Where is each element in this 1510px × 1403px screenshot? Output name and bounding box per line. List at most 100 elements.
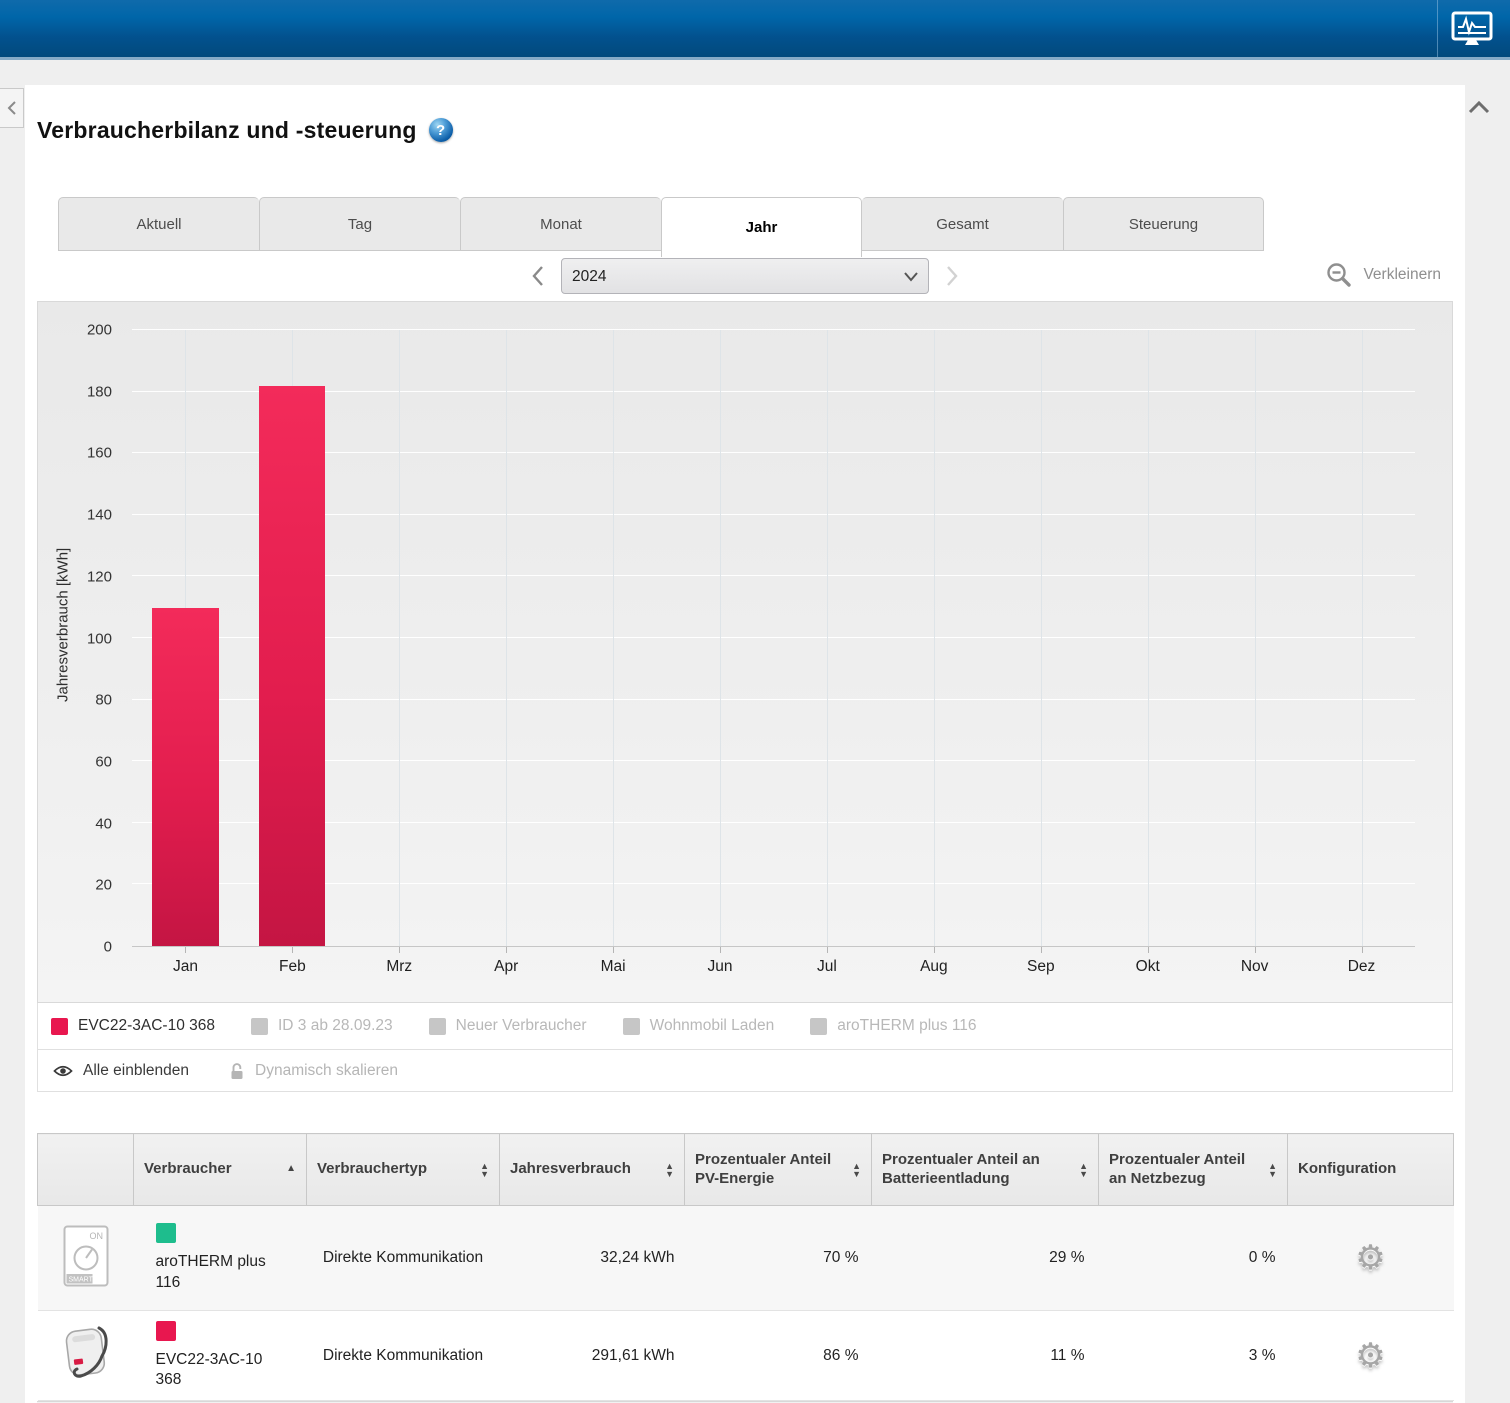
- sort-both-icon: ▲ ▼: [1268, 1160, 1277, 1179]
- x-axis-tick: [1040, 947, 1042, 953]
- x-tick-label: Jun: [707, 958, 733, 975]
- configuration-cell: ⚙: [1287, 1310, 1454, 1402]
- ev-charger-icon: [37, 1310, 134, 1402]
- bar-jan[interactable]: [152, 607, 219, 946]
- legend-swatch-icon: [251, 1017, 268, 1035]
- x-tick-label: Feb: [279, 958, 306, 975]
- tab-jahr[interactable]: Jahr: [661, 197, 862, 257]
- x-axis-tick: [720, 947, 722, 953]
- x-axis-tick: [185, 947, 187, 953]
- horizontal-gridline: [132, 390, 1415, 392]
- yearly-consumption-cell: 32,24 kWh: [499, 1205, 685, 1311]
- y-tick-label: 100: [86, 630, 112, 647]
- column-header-jahresverbrauch[interactable]: Jahresverbrauch ▲ ▼: [499, 1133, 685, 1206]
- legend-swatch-icon: [622, 1017, 640, 1035]
- x-axis-tick: [292, 947, 294, 953]
- monitor-pulse-icon[interactable]: [1444, 6, 1500, 54]
- period-selector-row: 2024 Verkleinern: [37, 253, 1453, 299]
- battery-share-cell: 11 %: [871, 1310, 1099, 1402]
- horizontal-gridline: [132, 760, 1415, 762]
- horizontal-gridline: [132, 698, 1415, 700]
- grid-share-cell: 3 %: [1098, 1310, 1288, 1402]
- column-header-prozentualer-anteil-pv-energie[interactable]: Prozentualer Anteil PV-Energie ▲ ▼: [684, 1133, 872, 1206]
- main-panel: Verbraucherbilanz und -steuerung ? Aktue…: [25, 85, 1465, 1403]
- show-all-button[interactable]: Alle einblenden: [53, 1062, 189, 1080]
- zoom-out-button[interactable]: Verkleinern: [1325, 261, 1441, 289]
- previous-year-chevron-icon[interactable]: [531, 265, 545, 287]
- x-axis-tick: [933, 947, 935, 953]
- tab-strip: Aktuell Tag Monat Jahr Gesamt Steuerung: [58, 197, 1453, 257]
- configuration-cell: ⚙: [1287, 1205, 1454, 1311]
- legend-label: aroTHERM plus 116: [837, 1017, 977, 1034]
- horizontal-gridline: [132, 513, 1415, 515]
- column-label: Verbrauchertyp: [317, 1160, 428, 1178]
- column-header-verbraucher[interactable]: Verbraucher ▲: [133, 1133, 307, 1206]
- x-tick-label: Jul: [817, 958, 837, 975]
- x-tick-label: Apr: [494, 958, 519, 975]
- month-slot-mrz: Mrz: [346, 330, 453, 975]
- consumer-type-cell: Direkte Kommunikation: [306, 1310, 500, 1402]
- legend-item[interactable]: aroTHERM plus 116: [810, 1017, 977, 1035]
- tab-gesamt[interactable]: Gesamt: [862, 197, 1063, 251]
- column-label: Verbraucher: [144, 1160, 232, 1178]
- y-tick-label: 20: [95, 876, 112, 894]
- month-slot-sep: Sep: [987, 330, 1094, 975]
- consumer-color-swatch-icon: [155, 1223, 176, 1244]
- tab-monat[interactable]: Monat: [460, 197, 661, 251]
- sg-ready-device-icon: ON SMART: [37, 1205, 134, 1311]
- month-slot-apr: Apr: [453, 330, 560, 975]
- tab-steuerung[interactable]: Steuerung: [1063, 197, 1264, 251]
- x-tick-label: Nov: [1240, 958, 1269, 975]
- yearly-consumption-cell: 291,61 kWh: [499, 1310, 685, 1402]
- vertical-gridline: [1040, 330, 1042, 946]
- x-axis-tick: [506, 947, 508, 953]
- column-header-prozentualer-anteil-an-netzbezug[interactable]: Prozentualer Anteil an Netzbezug ▲ ▼: [1098, 1133, 1288, 1206]
- column-label: Prozentualer Anteil an Batterieentladung: [882, 1150, 1040, 1187]
- legend-label: EVC22-3AC-10 368: [78, 1017, 215, 1034]
- x-tick-label: Mrz: [386, 958, 413, 975]
- tab-tag[interactable]: Tag: [259, 197, 460, 251]
- legend-item[interactable]: Wohnmobil Laden: [622, 1017, 775, 1035]
- yearly-consumption-chart: Jahresverbrauch [kWh] 0 20 40 60 80 100 120 140…: [37, 301, 1453, 1003]
- battery-share-cell: 29 %: [871, 1205, 1099, 1311]
- month-slot-jul: Jul: [774, 330, 881, 975]
- configure-gear-icon[interactable]: ⚙: [1355, 1336, 1386, 1375]
- table-footer-strip: [37, 1401, 1453, 1403]
- consumer-cell: EVC22-3AC-10 368: [133, 1310, 307, 1402]
- y-axis-tick-labels: 0 20 40 60 80 100 120 140 160 180 200: [38, 322, 122, 956]
- consumer-table: Verbraucher ▲ Verbrauchertyp ▲ ▼ Jahresverbra…: [37, 1133, 1454, 1402]
- collapse-up-chevron-icon[interactable]: [1460, 92, 1498, 122]
- eye-icon: [53, 1065, 73, 1076]
- vertical-gridline: [399, 330, 401, 946]
- configure-gear-icon[interactable]: ⚙: [1355, 1239, 1386, 1277]
- x-tick-label: Okt: [1135, 958, 1160, 975]
- column-header-verbrauchertyp[interactable]: Verbrauchertyp ▲ ▼: [306, 1133, 500, 1206]
- grid-share-cell: 0 %: [1098, 1205, 1288, 1311]
- help-icon[interactable]: ?: [428, 118, 453, 142]
- horizontal-gridline: [132, 821, 1415, 823]
- horizontal-gridline: [132, 637, 1415, 638]
- month-slot-okt: Okt: [1094, 330, 1201, 975]
- month-slot-feb: Feb: [239, 330, 346, 975]
- next-year-chevron-icon[interactable]: [945, 265, 959, 287]
- column-header-prozentualer-anteil-an-batterieentladung[interactable]: Prozentualer Anteil an Batterieentladung…: [871, 1133, 1099, 1206]
- y-tick-label: 40: [95, 815, 112, 833]
- bar-feb[interactable]: [259, 386, 326, 946]
- x-tick-label: Mai: [600, 958, 626, 975]
- year-select[interactable]: 2024: [561, 258, 929, 294]
- collapse-left-chevron-icon[interactable]: [0, 88, 24, 128]
- tab-aktuell[interactable]: Aktuell: [58, 197, 259, 251]
- dynamic-scale-button[interactable]: Dynamisch skalieren: [229, 1062, 398, 1080]
- legend-item[interactable]: Neuer Verbraucher: [428, 1017, 587, 1035]
- legend-item[interactable]: ID 3 ab 28.09.23: [251, 1017, 393, 1035]
- x-tick-label: Aug: [920, 958, 948, 975]
- legend-swatch-icon: [51, 1017, 68, 1035]
- vertical-gridline: [826, 330, 828, 946]
- x-tick-label: Jan: [172, 958, 198, 975]
- legend-label: Wohnmobil Laden: [649, 1017, 775, 1034]
- vertical-gridline: [720, 330, 722, 946]
- month-slot-jan: Jan: [132, 330, 239, 975]
- horizontal-gridline: [132, 575, 1415, 577]
- legend-item[interactable]: EVC22-3AC-10 368: [51, 1017, 215, 1035]
- y-tick-label: 60: [95, 753, 112, 771]
